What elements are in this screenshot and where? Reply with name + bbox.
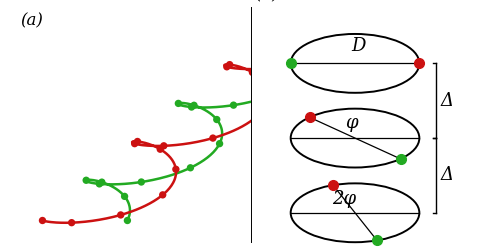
Point bbox=[156, 147, 164, 151]
Point bbox=[251, 116, 259, 120]
Text: (a): (a) bbox=[20, 12, 43, 29]
Point bbox=[280, 28, 288, 32]
Point bbox=[121, 194, 129, 198]
Point bbox=[117, 213, 125, 217]
Point bbox=[172, 167, 180, 171]
Point bbox=[305, 41, 313, 45]
Point bbox=[252, 67, 260, 71]
Point bbox=[160, 144, 168, 148]
Point bbox=[186, 166, 194, 170]
Point bbox=[96, 182, 103, 186]
Point bbox=[249, 70, 256, 74]
Point bbox=[134, 139, 141, 143]
Point bbox=[138, 180, 145, 184]
Text: 2φ: 2φ bbox=[332, 190, 357, 208]
Point bbox=[131, 142, 139, 146]
Text: (b): (b) bbox=[255, 0, 279, 2]
Point bbox=[267, 25, 274, 29]
Point bbox=[322, 26, 329, 30]
Text: Δ: Δ bbox=[440, 92, 453, 110]
Text: φ: φ bbox=[346, 115, 358, 132]
Point bbox=[68, 221, 76, 225]
Point bbox=[213, 118, 220, 122]
Point bbox=[279, 89, 286, 93]
Point bbox=[82, 178, 90, 182]
Point bbox=[190, 103, 198, 107]
Point bbox=[159, 193, 166, 197]
Text: Δ: Δ bbox=[440, 166, 453, 185]
Point bbox=[174, 101, 182, 105]
Point bbox=[230, 103, 238, 107]
Point bbox=[124, 219, 131, 223]
Point bbox=[39, 219, 46, 223]
Point bbox=[264, 90, 272, 94]
Point bbox=[226, 63, 233, 67]
Point bbox=[209, 136, 217, 140]
Point bbox=[188, 105, 196, 109]
Point bbox=[301, 59, 309, 63]
Point bbox=[223, 65, 231, 69]
Point bbox=[357, 14, 364, 18]
Point bbox=[98, 180, 106, 184]
Point bbox=[343, 39, 351, 43]
Point bbox=[371, 12, 379, 16]
Text: D: D bbox=[352, 37, 366, 56]
Point bbox=[216, 142, 223, 146]
Point bbox=[282, 26, 290, 30]
Point bbox=[308, 65, 315, 69]
